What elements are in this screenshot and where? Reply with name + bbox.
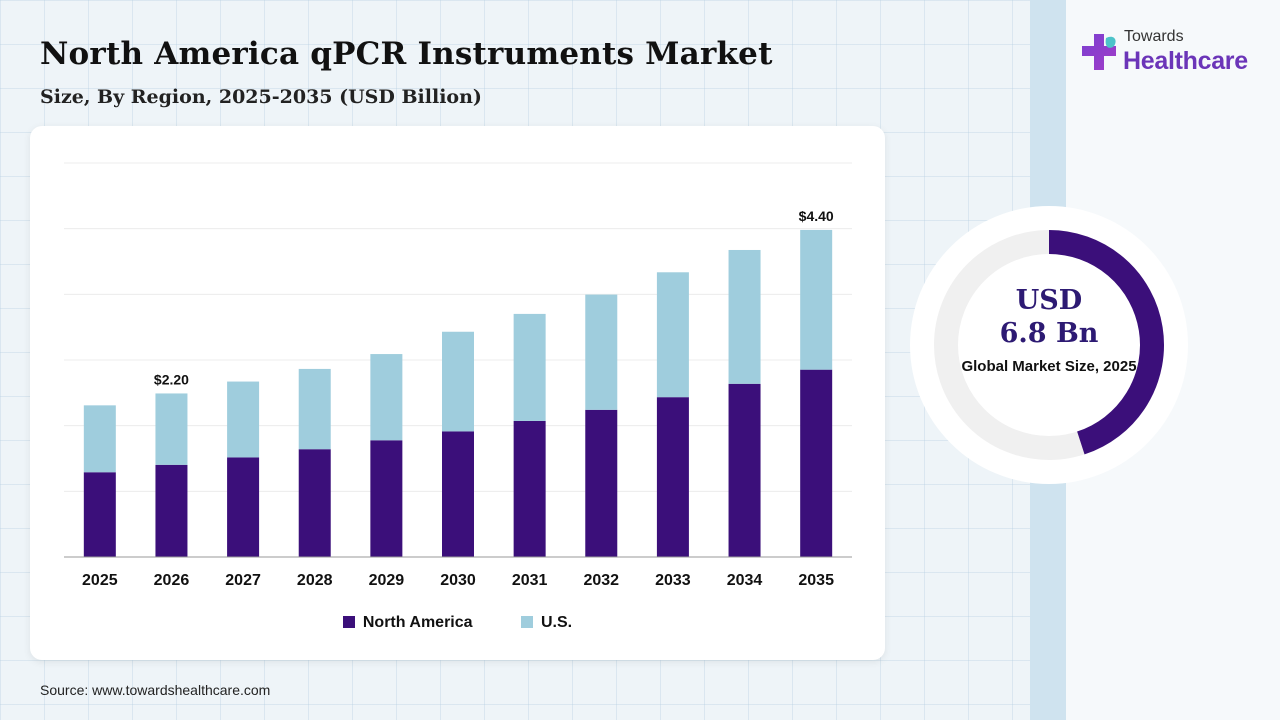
chart-legend: North America U.S. <box>30 614 885 632</box>
donut-chart <box>910 206 1188 484</box>
x-tick-label-2035: 2035 <box>798 572 834 589</box>
bar-north-america-2033 <box>656 397 689 557</box>
x-tick-label-2027: 2027 <box>225 572 261 589</box>
legend-label-us: U.S. <box>540 614 573 631</box>
bar-us-2030 <box>442 331 474 432</box>
bar-north-america-2035 <box>800 369 833 557</box>
donut-value: USD 6.8 Bn <box>999 285 1099 349</box>
donut-label: Global Market Size, 2025 <box>961 358 1137 375</box>
bar-north-america-2026 <box>155 464 188 557</box>
bar-us-2031 <box>513 313 546 421</box>
chart-card: 2025 2026 $2.20 2027 2028 2029 2030 2031 2032 203… <box>30 126 885 660</box>
bar-us-2029 <box>370 354 403 441</box>
medical-cross-icon <box>1082 34 1116 70</box>
chart-subtitle: Size, By Region, 2025-2035 (USD Billion) <box>40 86 482 108</box>
bar-us-2028 <box>298 368 331 450</box>
bar-north-america-2030 <box>442 431 474 557</box>
towards-healthcare-logo: Towards Healthcare <box>1080 26 1260 82</box>
bar-us-2027 <box>227 381 260 458</box>
bar-us-2026 <box>155 393 188 465</box>
x-tick-label-2033: 2033 <box>655 572 691 589</box>
bar-us-2034 <box>728 249 761 384</box>
bar-us-2025 <box>83 405 116 473</box>
x-tick-label-2034: 2034 <box>727 572 763 589</box>
x-tick-label-2029: 2029 <box>369 572 405 589</box>
donut-arc <box>1048 230 1164 455</box>
bar-north-america-2029 <box>370 440 403 557</box>
bar-north-america-2031 <box>513 420 546 557</box>
bar-us-2033 <box>656 272 689 398</box>
data-label-2035: $4.40 <box>799 208 834 224</box>
x-tick-label-2025: 2025 <box>82 572 118 589</box>
bar-us-2035 <box>800 229 833 370</box>
legend-swatch-north-america <box>342 616 355 628</box>
chart-title: North America qPCR Instruments Market <box>40 36 773 72</box>
source-note: Source: www.towardshealthcare.com <box>40 682 271 698</box>
bar-us-2032 <box>585 294 618 410</box>
logo-big-text: Healthcare <box>1123 47 1248 75</box>
legend-item-us: U.S. <box>520 614 573 632</box>
bar-north-america-2034 <box>728 383 761 557</box>
bar-north-america-2027 <box>227 457 260 557</box>
bar-north-america-2028 <box>298 449 331 557</box>
legend-swatch-us <box>520 616 533 628</box>
bar-chart: 2025 2026 $2.20 2027 2028 2029 2030 2031 2032 203… <box>64 162 852 589</box>
x-tick-label-2028: 2028 <box>297 572 333 589</box>
bar-north-america-2025 <box>83 472 116 557</box>
bar-north-america-2032 <box>585 409 618 557</box>
x-tick-label-2031: 2031 <box>512 572 548 589</box>
legend-item-north-america: North America <box>342 614 473 632</box>
logo-small-text: Towards <box>1124 28 1184 45</box>
legend-label-north-america: North America <box>362 614 473 631</box>
x-tick-label-2026: 2026 <box>154 572 190 589</box>
data-label-2026: $2.20 <box>154 371 189 387</box>
global-market-donut: USD 6.8 Bn Global Market Size, 2025 <box>908 204 1190 486</box>
x-tick-label-2032: 2032 <box>583 572 619 589</box>
x-tick-label-2030: 2030 <box>440 572 476 589</box>
